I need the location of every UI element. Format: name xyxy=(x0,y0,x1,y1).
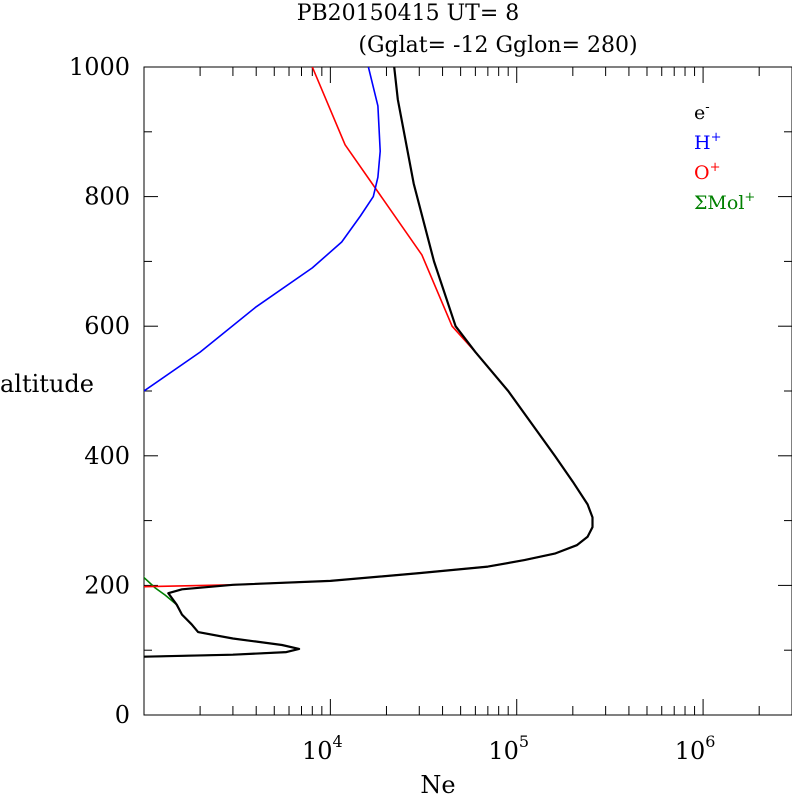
plot-area: 0 200 400 600 800 1000 104 105 106 e- H+ O+ ΣMol+ xyxy=(69,53,792,765)
x-tick-label: 105 xyxy=(488,732,529,765)
legend-entry: O+ xyxy=(694,160,720,184)
x-axis-label: Ne xyxy=(420,771,455,796)
chart-title: PB20150415 UT= 8 xyxy=(297,1,520,26)
y-tick-label: 600 xyxy=(84,312,130,340)
series-line-2 xyxy=(144,67,382,392)
x-tick-label: 104 xyxy=(302,732,343,765)
y-tick-label: 200 xyxy=(84,571,130,599)
legend-entry: ΣMol+ xyxy=(694,190,755,214)
legend-entry: e- xyxy=(694,100,710,124)
y-tick-label: 1000 xyxy=(69,53,130,81)
chart-subtitle: (Gglat= -12 Gglon= 280) xyxy=(358,33,637,58)
series-line-3 xyxy=(144,67,594,658)
y-tick-label: 0 xyxy=(115,701,130,729)
series-line-1 xyxy=(144,67,594,588)
y-axis-label: altitude xyxy=(0,370,94,398)
legend-entry: H+ xyxy=(694,130,721,154)
y-tick-label: 800 xyxy=(84,183,130,211)
y-tick-label: 400 xyxy=(84,442,130,470)
x-tick-label: 106 xyxy=(675,732,716,765)
